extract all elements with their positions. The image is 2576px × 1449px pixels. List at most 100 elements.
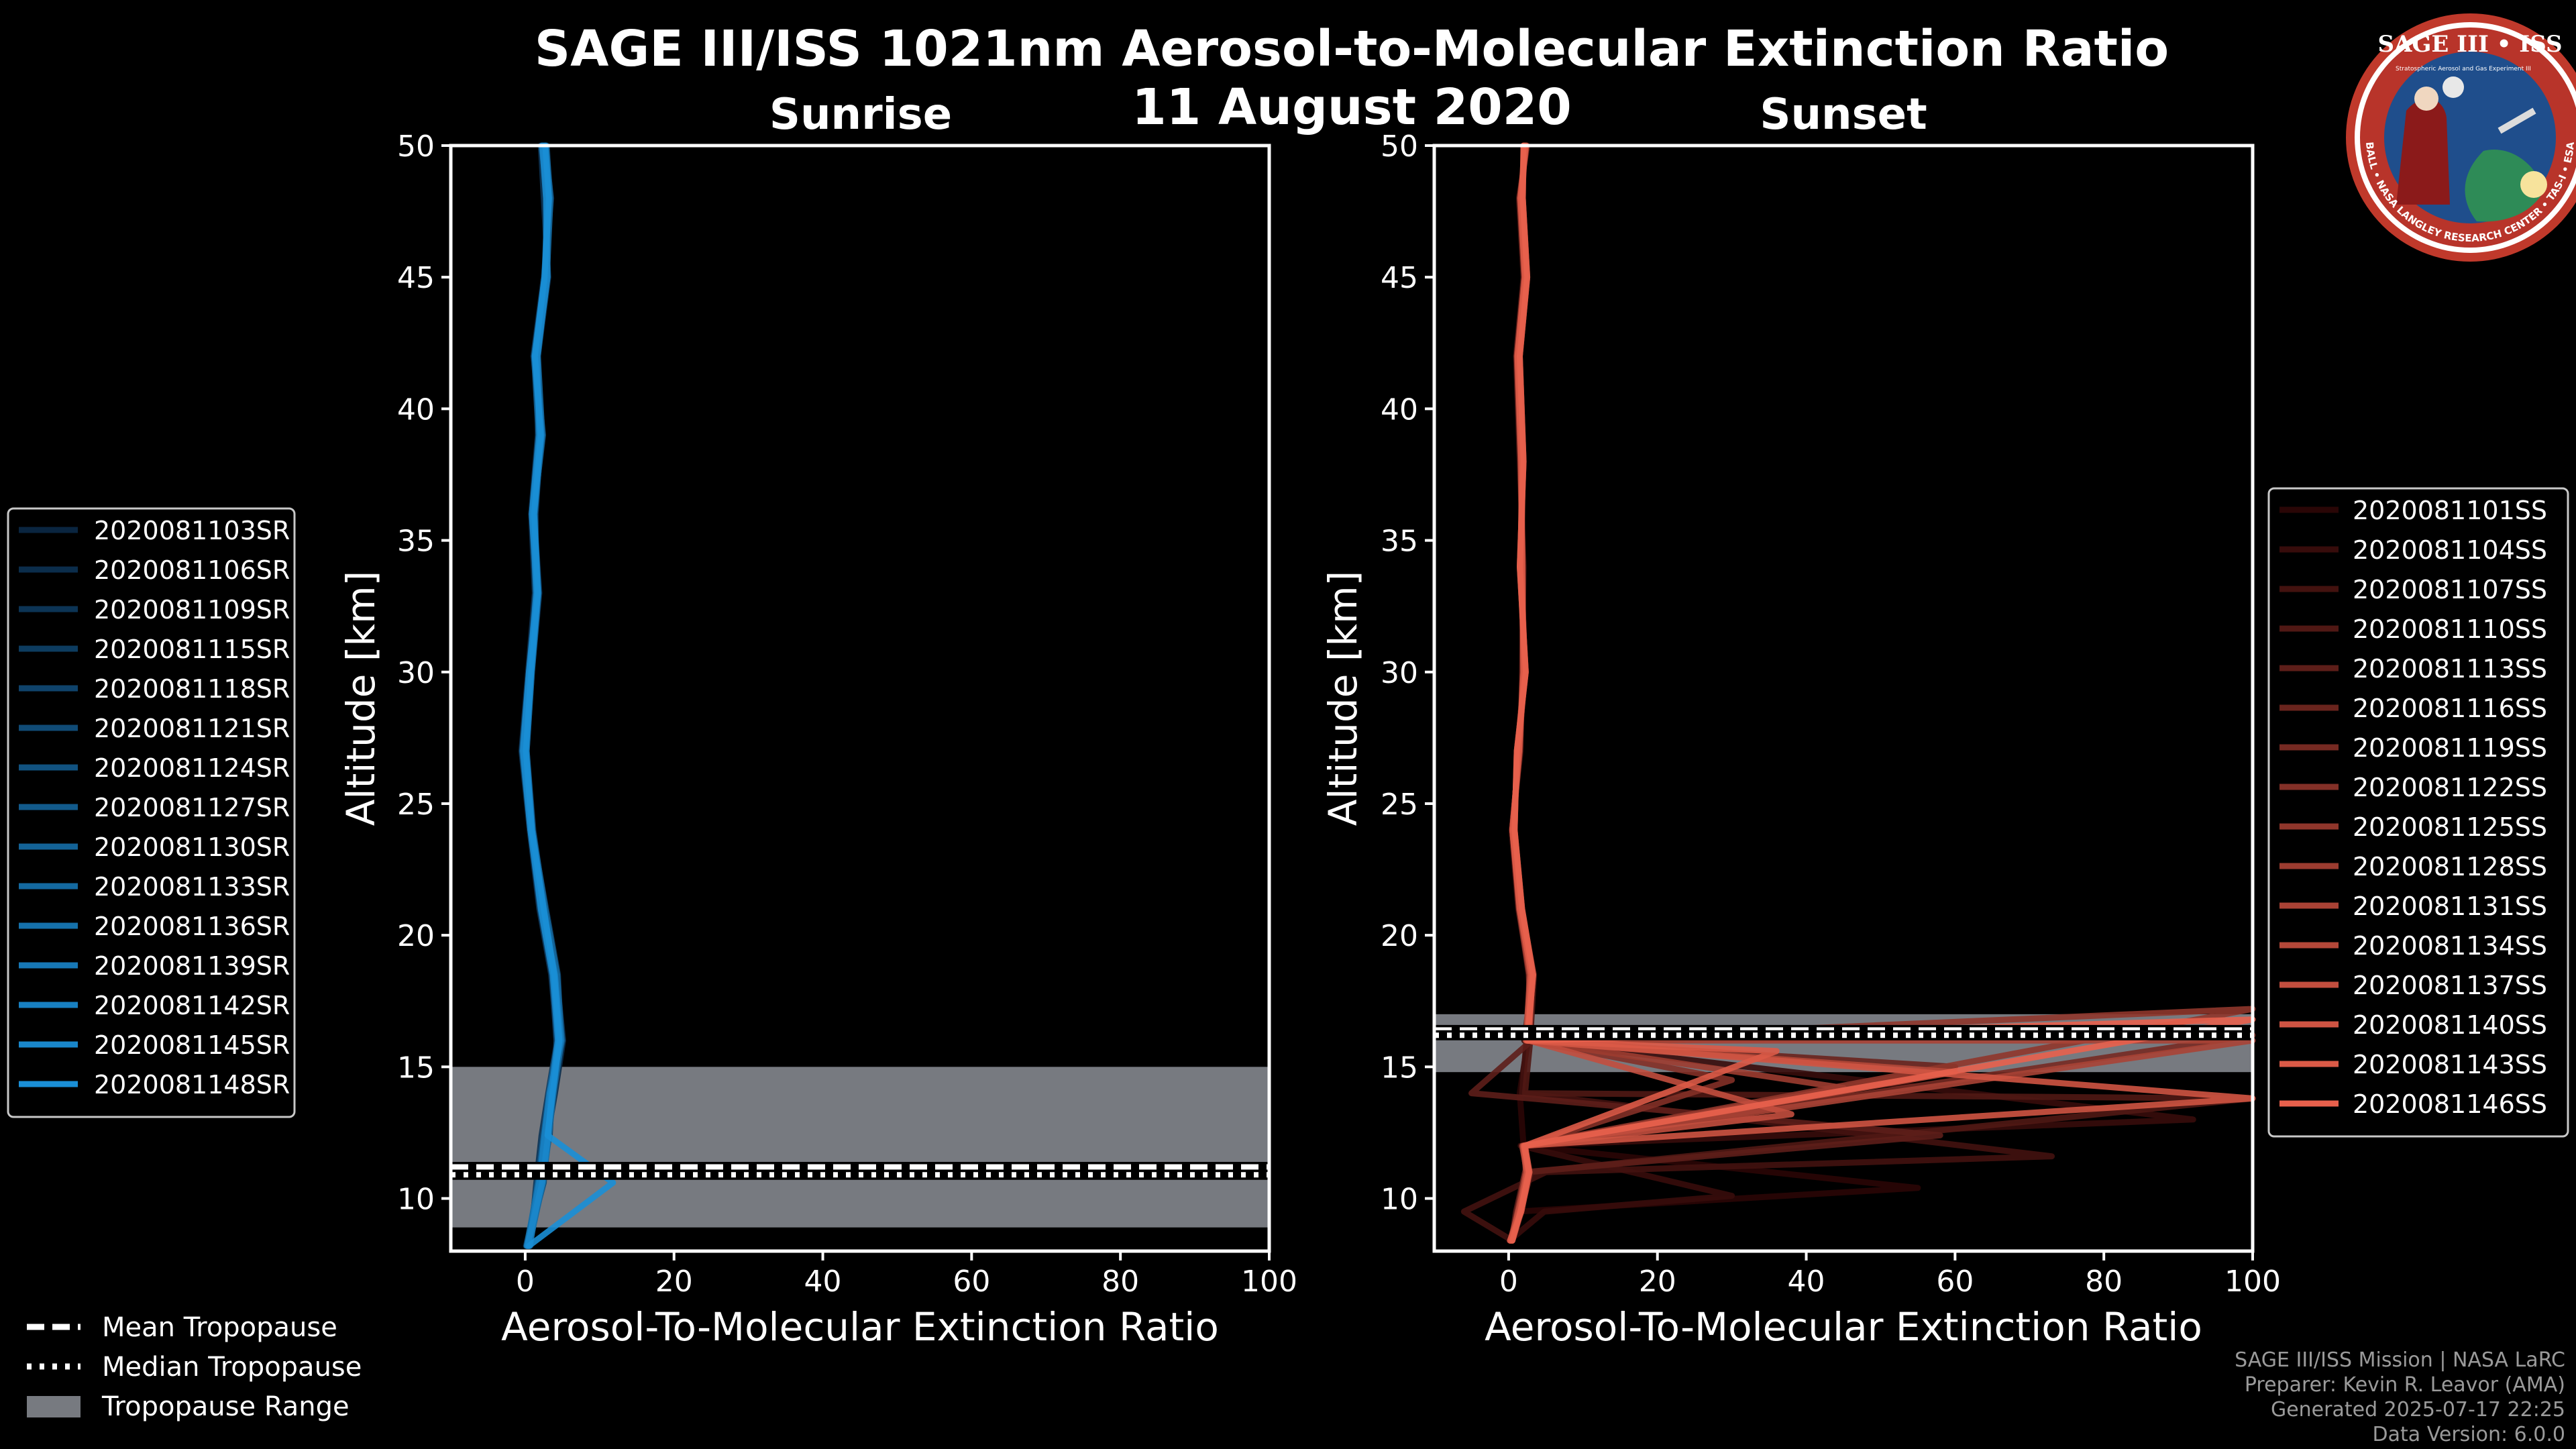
legend-label-2020081119SS: 2020081119SS [2353, 733, 2547, 763]
legend-label-2020081107SS: 2020081107SS [2353, 575, 2547, 604]
legend-label-2020081137SS: 2020081137SS [2353, 971, 2547, 1000]
sunset-axes-frame [1432, 144, 2255, 1253]
logo-sun-icon [2520, 171, 2547, 198]
legend-label-2020081131SS: 2020081131SS [2353, 892, 2547, 921]
tropopause-range-legend-label: Tropopause Range [101, 1391, 350, 1422]
logo-subtitle: Stratospheric Aerosol and Gas Experiment… [2396, 66, 2531, 72]
logo-iss-icon [2498, 107, 2536, 134]
x-tick-label: 40 [1788, 1265, 1825, 1299]
legend-label-2020081113SS: 2020081113SS [2353, 654, 2547, 684]
legend-label-2020081142SR: 2020081142SR [94, 991, 290, 1020]
sunrise-legend-frame [7, 507, 296, 1118]
series-line-2020081148SR [523, 142, 616, 1249]
y-tick-label: 20 [397, 919, 435, 953]
sunset-xlabel: Aerosol-To-Molecular Extinction Ratio [1485, 1304, 2202, 1350]
legend-label-2020081145SR: 2020081145SR [94, 1030, 290, 1060]
sunrise-panel-title: Sunrise [769, 90, 952, 140]
y-tick-label: 10 [397, 1183, 435, 1217]
figure-date: 11 August 2020 [1132, 78, 1572, 136]
credit-preparer: Preparer: Kevin R. Leavor (AMA) [2245, 1373, 2565, 1397]
credit-data-version: Data Version: 6.0.0 [2373, 1423, 2565, 1446]
tropopause-range-legend-patch [27, 1396, 80, 1417]
legend-label-2020081121SR: 2020081121SR [94, 714, 290, 743]
legend-label-2020081127SR: 2020081127SR [94, 793, 290, 822]
x-tick-label: 40 [804, 1265, 842, 1299]
x-tick-label: 60 [1936, 1265, 1974, 1299]
legend-label-2020081136SR: 2020081136SR [94, 912, 290, 941]
sage-iii-iss-logo: SAGE III • ISS Stratospheric Aerosol and… [2346, 13, 2576, 262]
logo-figure-head-icon [2414, 87, 2438, 111]
median-tropopause-legend-label: Median Tropopause [102, 1352, 362, 1383]
logo-moon-icon [2443, 76, 2464, 98]
sunset-panel-title: Sunset [1760, 90, 1927, 140]
sunset-chart: 0 20 40 60 80 100 10 15 20 25 30 35 40 45 50 Aerosol-T… [1320, 129, 2281, 1350]
sunrise-tropopause-range [451, 1067, 1269, 1228]
sunrise-chart: 0 20 40 60 80 100 10 15 20 25 30 35 40 45 50 Aerosol-T… [338, 129, 1297, 1350]
figure-title: SAGE III/ISS 1021nm Aerosol-to-Molecular… [535, 20, 2169, 78]
sunrise-legend: 2020081103SR 2020081106SR 2020081109SR 2020… [7, 507, 296, 1118]
sunrise-axes-frame [449, 144, 1271, 1253]
x-tick-label: 20 [655, 1265, 693, 1299]
legend-label-2020081146SS: 2020081146SS [2353, 1089, 2547, 1119]
legend-label-2020081130SR: 2020081130SR [94, 833, 290, 862]
y-tick-label: 30 [1381, 656, 1418, 690]
legend-label-2020081148SR: 2020081148SR [94, 1070, 290, 1099]
x-tick-label: 80 [2085, 1265, 2123, 1299]
mean-tropopause-legend-label: Mean Tropopause [102, 1312, 337, 1343]
x-tick-label: 100 [1241, 1265, 1297, 1299]
legend-label-2020081103SR: 2020081103SR [94, 516, 290, 545]
legend-label-2020081140SS: 2020081140SS [2353, 1010, 2547, 1040]
legend-label-2020081128SS: 2020081128SS [2353, 852, 2547, 881]
y-tick-label: 45 [397, 261, 435, 295]
legend-label-2020081134SS: 2020081134SS [2353, 931, 2547, 961]
y-tick-label: 40 [1381, 392, 1418, 427]
logo-title: SAGE III • ISS [2377, 31, 2562, 58]
y-tick-label: 40 [397, 392, 435, 427]
x-tick-label: 100 [2224, 1265, 2281, 1299]
legend-label-2020081104SS: 2020081104SS [2353, 535, 2547, 565]
legend-label-2020081115SR: 2020081115SR [94, 635, 290, 664]
sunset-series-lines [1460, 142, 2256, 1244]
sunrise-ylabel: Altitude [km] [338, 571, 384, 826]
y-tick-label: 15 [1381, 1051, 1418, 1085]
legend-label-2020081116SS: 2020081116SS [2353, 694, 2547, 723]
tropopause-legend: Mean Tropopause Median Tropopause Tropop… [27, 1312, 362, 1422]
series-line-2020081146SS [1509, 142, 2256, 1244]
legend-label-2020081118SR: 2020081118SR [94, 674, 290, 704]
credit-mission: SAGE III/ISS Mission | NASA LaRC [2235, 1348, 2565, 1372]
sunset-ylabel: Altitude [km] [1320, 571, 1366, 826]
x-tick-label: 20 [1639, 1265, 1676, 1299]
legend-label-2020081106SR: 2020081106SR [94, 555, 290, 585]
y-tick-label: 35 [1381, 525, 1418, 559]
sunrise-series-lines [518, 142, 616, 1249]
logo-figure-icon [2396, 98, 2450, 205]
sunrise-xlabel: Aerosol-To-Molecular Extinction Ratio [501, 1304, 1219, 1350]
legend-label-2020081109SR: 2020081109SR [94, 595, 290, 625]
legend-label-2020081125SS: 2020081125SS [2353, 812, 2547, 842]
sunset-legend-frame [2267, 487, 2569, 1138]
legend-label-2020081122SS: 2020081122SS [2353, 773, 2547, 802]
y-tick-label: 20 [1381, 919, 1418, 953]
x-tick-label: 60 [953, 1265, 990, 1299]
legend-label-2020081124SR: 2020081124SR [94, 753, 290, 783]
legend-label-2020081101SS: 2020081101SS [2353, 496, 2547, 525]
legend-label-2020081143SS: 2020081143SS [2353, 1050, 2547, 1079]
y-tick-label: 25 [397, 788, 435, 822]
y-tick-label: 30 [397, 656, 435, 690]
y-tick-label: 15 [397, 1051, 435, 1085]
legend-label-2020081133SR: 2020081133SR [94, 872, 290, 902]
credits: SAGE III/ISS Mission | NASA LaRC Prepare… [2235, 1348, 2565, 1446]
logo-earth-icon [2465, 150, 2544, 222]
x-tick-label: 0 [516, 1265, 535, 1299]
x-tick-label: 80 [1102, 1265, 1139, 1299]
y-tick-label: 10 [1381, 1183, 1418, 1217]
credit-generated: Generated 2025-07-17 22:25 [2271, 1398, 2565, 1421]
y-tick-label: 45 [1381, 261, 1418, 295]
x-tick-label: 0 [1499, 1265, 1518, 1299]
legend-label-2020081139SR: 2020081139SR [94, 951, 290, 981]
y-tick-label: 35 [397, 525, 435, 559]
legend-label-2020081110SS: 2020081110SS [2353, 614, 2547, 644]
y-tick-label: 50 [397, 129, 435, 164]
y-tick-label: 50 [1381, 129, 1418, 164]
